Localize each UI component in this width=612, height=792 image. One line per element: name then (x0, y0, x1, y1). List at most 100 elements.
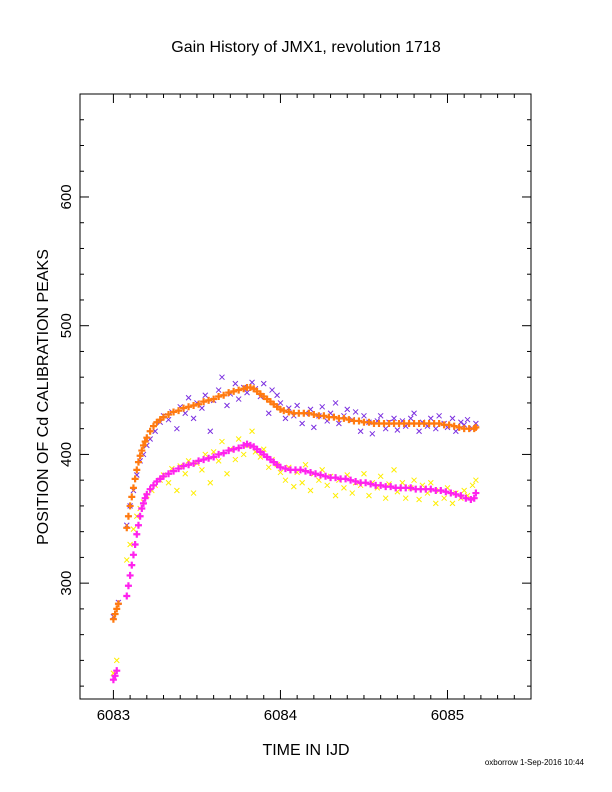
data-point (224, 402, 230, 409)
data-point (235, 436, 242, 442)
data-point (296, 466, 304, 474)
data-point (199, 467, 205, 473)
data-point (307, 487, 314, 494)
data-point (265, 464, 272, 471)
data-point (470, 494, 478, 502)
plot-frame (79, 93, 532, 700)
data-point (141, 494, 149, 502)
data-point (205, 396, 213, 404)
data-point (450, 422, 458, 430)
data-point (319, 403, 326, 410)
data-point (220, 449, 228, 457)
data-point (111, 610, 119, 618)
data-point (461, 487, 468, 494)
data-point (361, 470, 367, 477)
data-point (149, 481, 157, 489)
data-point (449, 500, 456, 507)
data-point (230, 445, 238, 453)
data-point (210, 395, 218, 403)
data-point (377, 473, 384, 480)
data-point (139, 499, 147, 507)
data-point (215, 387, 222, 393)
data-point (232, 456, 239, 463)
data-point (282, 415, 289, 422)
data-point (138, 447, 146, 455)
data-point (200, 456, 208, 464)
data-point (123, 557, 130, 563)
data-point (185, 403, 193, 411)
data-point (182, 470, 189, 477)
data-point (143, 490, 151, 498)
data-point (276, 463, 284, 471)
data-point (361, 412, 367, 419)
data-point (330, 413, 338, 421)
data-point (455, 423, 463, 431)
data-point (299, 420, 306, 427)
data-point (235, 396, 242, 402)
data-point (126, 502, 134, 510)
data-point (427, 485, 435, 493)
data-point (244, 389, 250, 396)
data-point (127, 541, 133, 548)
data-point (129, 551, 137, 559)
data-point (355, 417, 363, 425)
data-point (345, 416, 353, 424)
data-point (352, 477, 360, 485)
data-point (310, 411, 318, 419)
data-point (274, 392, 280, 399)
data-point (175, 465, 183, 473)
data-point (215, 450, 223, 458)
data-point (464, 416, 471, 423)
data-point (452, 490, 460, 498)
data-point (190, 490, 197, 496)
data-point (180, 404, 188, 412)
data-point (113, 657, 120, 664)
data-point (391, 467, 397, 473)
data-point (225, 447, 233, 455)
data-point (129, 484, 137, 492)
data-point (437, 486, 445, 494)
data-point (133, 530, 141, 538)
data-point (131, 475, 139, 483)
data-point (394, 427, 401, 433)
data-point (143, 434, 151, 442)
data-point (332, 400, 339, 406)
data-point (280, 407, 288, 415)
x-axis-label: TIME IN IJD (262, 742, 349, 759)
data-point (447, 489, 455, 497)
data-point (219, 374, 225, 381)
data-point (416, 428, 422, 435)
data-point (249, 428, 255, 435)
data-point (382, 495, 389, 502)
data-point (265, 410, 272, 417)
data-point (165, 479, 172, 486)
data-point (131, 541, 139, 549)
data-point (332, 474, 340, 482)
footer-credit: oxborrow 1-Sep-2016 10:44 (484, 758, 584, 767)
data-point (195, 457, 203, 465)
data-point (299, 479, 306, 486)
data-point (462, 494, 470, 502)
x-tick-label: 6084 (264, 707, 297, 724)
data-point (175, 407, 183, 415)
data-point (322, 472, 330, 480)
data-point (341, 485, 347, 491)
data-point (473, 477, 479, 484)
data-point (367, 480, 375, 488)
data-point (365, 418, 373, 426)
data-point (357, 428, 364, 435)
data-point (111, 672, 119, 680)
data-point (457, 492, 465, 500)
y-tick-label: 400 (58, 442, 75, 467)
data-point (449, 415, 456, 422)
data-point (427, 479, 434, 486)
chart-title: Gain History of JMX1, revolution 1718 (171, 39, 441, 56)
data-point (407, 484, 415, 492)
data-point (366, 492, 372, 499)
data-point (377, 412, 384, 419)
data-point (128, 493, 136, 501)
data-point (305, 409, 313, 417)
data-point (207, 479, 214, 486)
data-point (332, 492, 339, 499)
data-point (232, 380, 239, 387)
